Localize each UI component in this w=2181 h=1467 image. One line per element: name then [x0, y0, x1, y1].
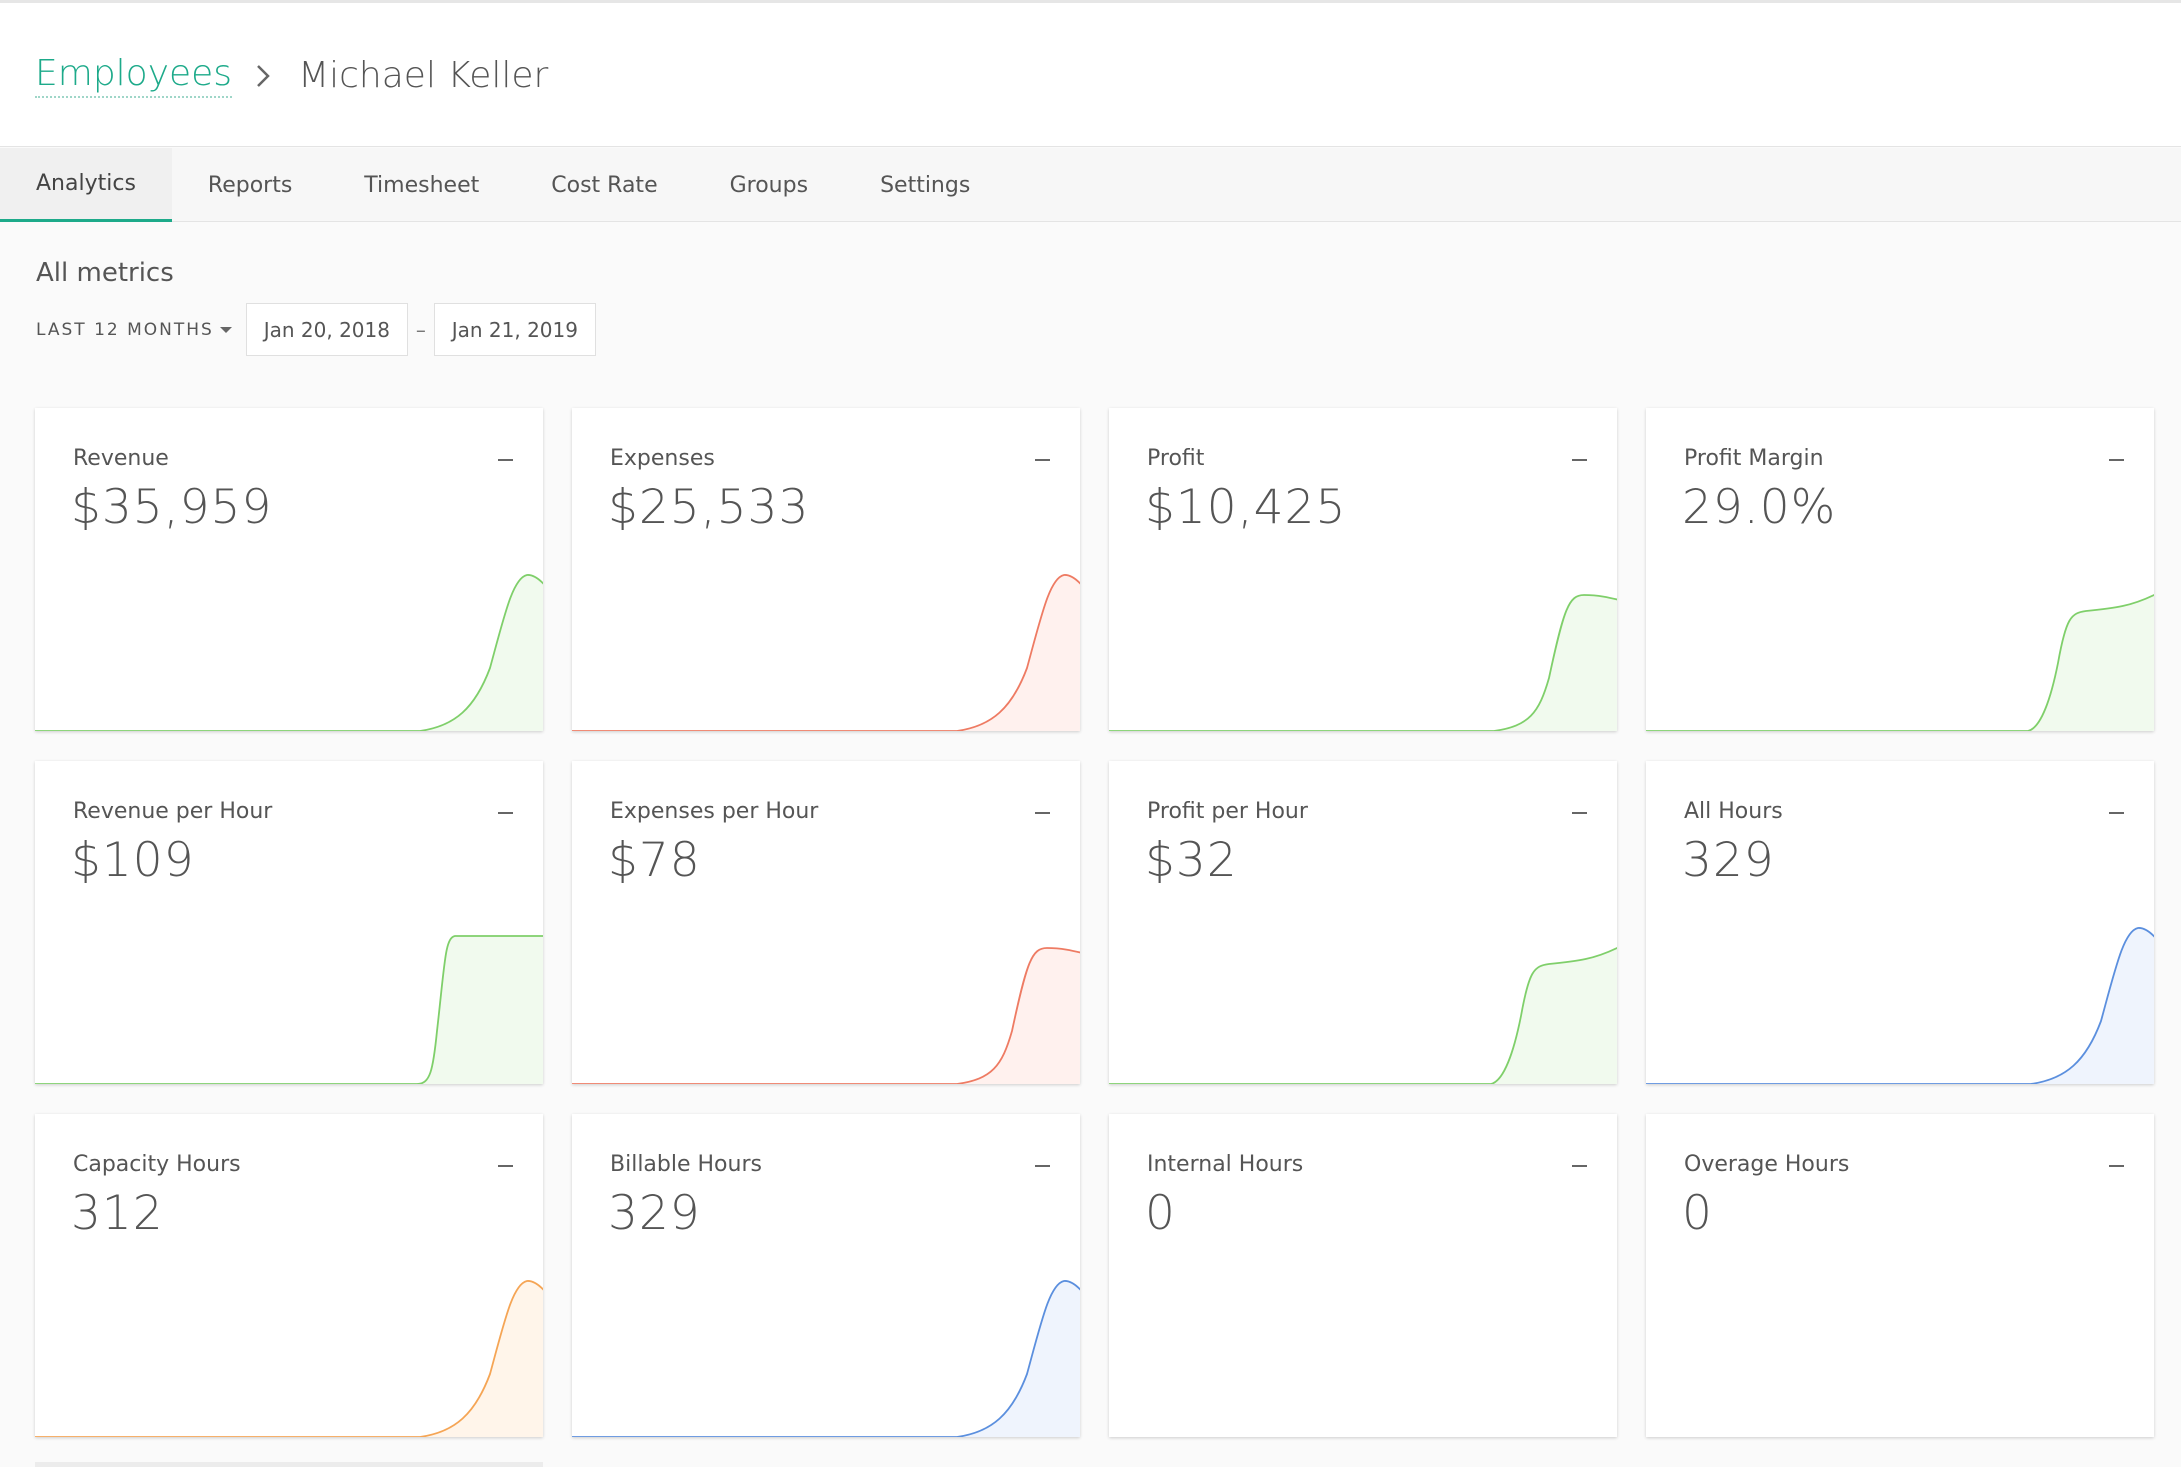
sparkline-chart — [35, 1280, 543, 1437]
metric-value: 312 — [71, 1186, 164, 1241]
sparkline-line — [1646, 593, 2154, 731]
metric-label: Profit per Hour — [1147, 799, 1308, 824]
metric-label: Revenue — [73, 446, 169, 471]
tab-settings[interactable]: Settings — [880, 172, 971, 198]
metric-card-all-hours[interactable]: All Hours 329 — [1646, 761, 2154, 1084]
section-title: All metrics — [36, 258, 174, 288]
date-range-controls: LAST 12 MONTHS – — [36, 303, 596, 356]
sparkline-area — [1109, 948, 1617, 1084]
sparkline-chart — [1109, 594, 1617, 731]
metric-value: 29.0% — [1682, 480, 1837, 535]
metric-value: 329 — [1682, 833, 1775, 888]
sparkline-line — [35, 935, 543, 1084]
sparkline-line — [1109, 946, 1617, 1084]
sparkline-chart — [1646, 927, 2154, 1084]
chevron-right-icon — [257, 64, 270, 87]
tab-groups[interactable]: Groups — [729, 172, 809, 198]
page-header: Employees Michael Keller — [0, 3, 2181, 147]
sparkline-area — [572, 574, 1080, 731]
breadcrumb: Employees Michael Keller — [35, 53, 548, 98]
sparkline-chart — [572, 574, 1080, 731]
metric-value: 329 — [608, 1186, 701, 1241]
metric-label: Profit Margin — [1684, 446, 1824, 471]
tab-timesheet[interactable]: Timesheet — [364, 172, 480, 198]
metric-card-revenue[interactable]: Revenue $35,959 — [35, 408, 543, 731]
metric-card-internal-hours[interactable]: Internal Hours 0 — [1109, 1114, 1617, 1437]
breadcrumb-employees-link[interactable]: Employees — [35, 53, 233, 98]
sparkline-chart — [572, 1280, 1080, 1437]
top-border — [0, 0, 2181, 3]
sparkline-line — [35, 1280, 543, 1437]
metric-card-profit-per-hour[interactable]: Profit per Hour $32 — [1109, 761, 1617, 1084]
sparkline-line — [35, 574, 543, 731]
metric-value: $35,959 — [71, 480, 273, 535]
sparkline-line — [572, 574, 1080, 731]
sparkline-chart — [35, 935, 543, 1084]
metric-card-profit[interactable]: Profit $10,425 — [1109, 408, 1617, 731]
sparkline-area — [35, 574, 543, 731]
next-row-card-edge — [35, 1462, 543, 1467]
metric-label: Revenue per Hour — [73, 799, 273, 824]
metric-label: Internal Hours — [1147, 1152, 1304, 1177]
sparkline-area — [35, 936, 543, 1084]
metric-value: $25,533 — [608, 480, 810, 535]
metric-label: Expenses per Hour — [610, 799, 819, 824]
metric-card-expenses[interactable]: Expenses $25,533 — [572, 408, 1080, 731]
metric-label: Capacity Hours — [73, 1152, 241, 1177]
metric-card-profit-margin[interactable]: Profit Margin 29.0% — [1646, 408, 2154, 731]
page-title: Michael Keller — [298, 55, 549, 96]
metric-card-overage-hours[interactable]: Overage Hours 0 — [1646, 1114, 2154, 1437]
tab-cost-rate[interactable]: Cost Rate — [551, 172, 658, 198]
metric-value: 0 — [1145, 1186, 1176, 1241]
metrics-grid: Revenue $35,959 Expenses $25,533 Profit … — [35, 408, 2154, 1437]
sparkline-line — [572, 1280, 1080, 1437]
sparkline-area — [35, 1280, 543, 1437]
sparkline-chart — [1646, 593, 2154, 731]
tab-bar: Analytics Reports Timesheet Cost Rate Gr… — [0, 148, 2181, 222]
metric-card-expenses-per-hour[interactable]: Expenses per Hour $78 — [572, 761, 1080, 1084]
sparkline-line — [1646, 927, 2154, 1084]
sparkline-area — [572, 1280, 1080, 1437]
metric-card-revenue-per-hour[interactable]: Revenue per Hour $109 — [35, 761, 543, 1084]
sparkline-chart — [1109, 1114, 1617, 1437]
tab-analytics[interactable]: Analytics — [0, 148, 172, 222]
sparkline-chart — [572, 947, 1080, 1084]
metric-card-billable-hours[interactable]: Billable Hours 329 — [572, 1114, 1080, 1437]
metric-label: Profit — [1147, 446, 1205, 471]
sparkline-area — [572, 948, 1080, 1084]
metric-label: All Hours — [1684, 799, 1783, 824]
sparkline-line — [1109, 594, 1617, 731]
range-dropdown[interactable]: LAST 12 MONTHS — [36, 320, 232, 340]
metric-value: 0 — [1682, 1186, 1713, 1241]
metric-label: Billable Hours — [610, 1152, 762, 1177]
range-dropdown-label: LAST 12 MONTHS — [36, 319, 214, 340]
metric-value: $109 — [71, 833, 195, 888]
sparkline-chart — [1646, 1114, 2154, 1437]
metric-value: $10,425 — [1145, 480, 1347, 535]
end-date-input[interactable] — [433, 303, 596, 356]
sparkline-chart — [35, 574, 543, 731]
metric-value: $78 — [608, 833, 701, 888]
caret-down-icon — [219, 326, 232, 333]
metric-card-capacity-hours[interactable]: Capacity Hours 312 — [35, 1114, 543, 1437]
tab-reports[interactable]: Reports — [207, 172, 293, 198]
sparkline-line — [572, 947, 1080, 1084]
sparkline-chart — [1109, 946, 1617, 1084]
metric-label: Overage Hours — [1684, 1152, 1850, 1177]
metric-value: $32 — [1145, 833, 1238, 888]
start-date-input[interactable] — [245, 303, 408, 356]
sparkline-area — [1109, 595, 1617, 731]
sparkline-area — [1646, 927, 2154, 1084]
metric-label: Expenses — [610, 446, 715, 471]
date-separator: – — [415, 317, 426, 342]
sparkline-area — [1646, 595, 2154, 731]
